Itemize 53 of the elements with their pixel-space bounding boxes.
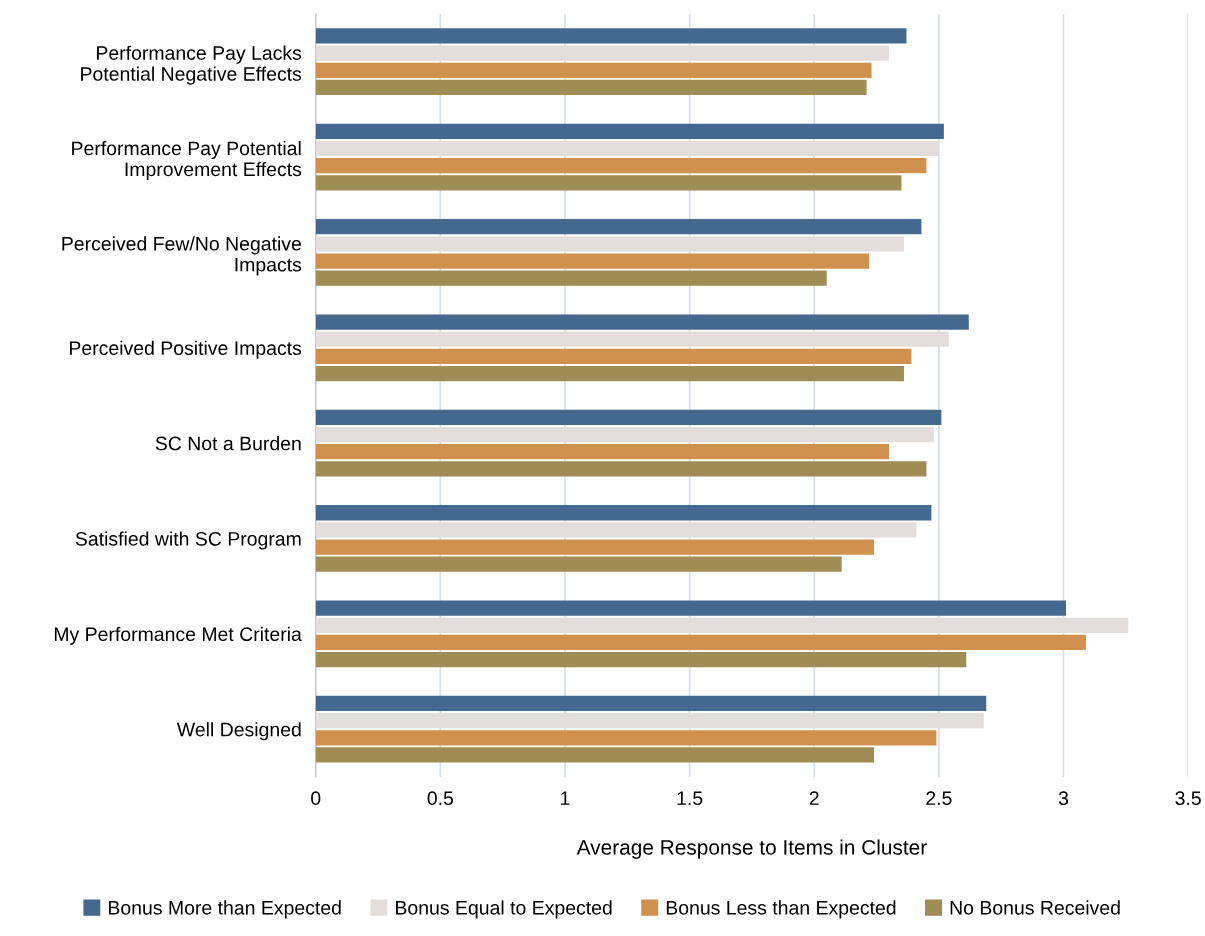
x-tick-label: 0: [311, 791, 321, 806]
bar: [315, 253, 870, 269]
bar: [315, 617, 1129, 633]
bar: [315, 505, 932, 521]
bar: [315, 348, 912, 364]
y-tick-label: Perceived Few/No Negative Impacts: [62, 236, 302, 276]
legend-label: Bonus Less than Expected: [666, 900, 896, 919]
x-axis-title: Average Response to Items in Cluster: [576, 839, 927, 859]
bar: [315, 651, 967, 668]
y-tick-label: Performance Pay Lacks Potential Negative Effects: [81, 45, 302, 85]
x-tick-label: 1.5: [677, 791, 703, 806]
y-tick-label: SC Not a Burden: [155, 436, 301, 451]
bar: [315, 219, 922, 235]
y-tick-label: Satisfied with SC Program: [75, 531, 301, 550]
bar: [315, 270, 827, 286]
y-tick-label: My Performance Met Criteria: [54, 626, 302, 645]
bar: [315, 461, 927, 477]
bar: [315, 539, 875, 555]
y-tick-label: Perceived Positive Impacts: [70, 340, 302, 359]
bar: [315, 426, 934, 443]
bar: [315, 158, 927, 174]
bar: [315, 365, 904, 382]
bar: [315, 175, 902, 191]
bar: [315, 331, 949, 347]
bar: [315, 730, 937, 746]
x-tick-label: 2: [809, 791, 819, 805]
y-tick-label: Performance Pay Potential Improvement Effects: [72, 140, 302, 181]
x-tick-label: 2.5: [926, 791, 952, 806]
legend-label: No Bonus Received: [950, 900, 1120, 915]
bar: [315, 695, 987, 712]
bar: [315, 123, 944, 139]
bar: [315, 634, 1086, 651]
bar: [315, 140, 939, 157]
bar: [315, 79, 867, 96]
bar: [315, 314, 969, 330]
legend-label: Bonus More than Expected: [108, 900, 341, 919]
x-tick-label: 1: [561, 791, 570, 805]
bar: [315, 600, 1066, 616]
bar: [315, 45, 890, 61]
bar: [315, 28, 907, 44]
bar: [315, 522, 917, 538]
bar: [315, 556, 842, 572]
x-tick-label: 3: [1058, 791, 1069, 806]
bar: [315, 444, 890, 460]
bar: [315, 409, 942, 426]
y-tick-label: Well Designed: [176, 722, 301, 741]
legend-label: Bonus Equal to Expected: [396, 900, 612, 919]
x-tick-label: 3.5: [1175, 791, 1201, 806]
bar: [315, 236, 904, 252]
x-tick-label: 0.5: [427, 791, 454, 806]
bar: [315, 62, 872, 78]
bar: [315, 747, 875, 763]
bar: [315, 712, 984, 729]
